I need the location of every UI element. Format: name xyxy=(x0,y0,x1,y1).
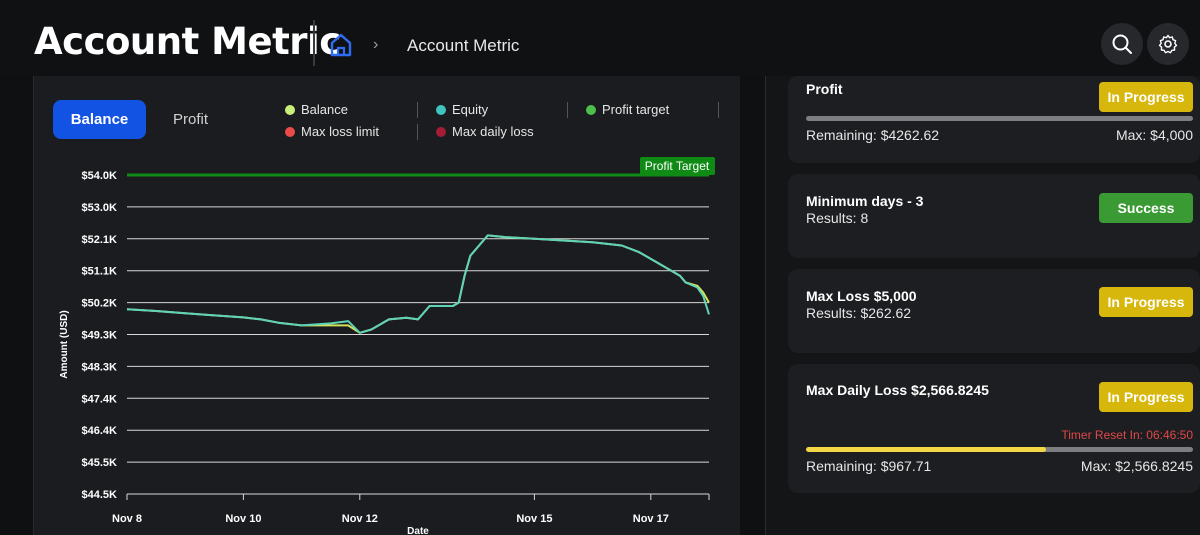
card-profit-title: Profit xyxy=(806,81,843,97)
x-tick-label: Nov 12 xyxy=(342,513,378,525)
card-profit-remaining: Remaining: $4262.62 xyxy=(806,127,940,143)
x-tick-label: Nov 17 xyxy=(633,513,669,525)
card-max-daily-loss-status-badge: In Progress xyxy=(1099,382,1193,412)
legend-separator xyxy=(417,124,418,140)
card-minimum-days-title: Minimum days - 3 xyxy=(806,193,924,209)
legend-max-daily-loss-dot xyxy=(436,126,446,137)
balance-chart: $44.5K $45.5K $46.4K $47.4K $48.3K $49.3K $50.… xyxy=(59,157,715,535)
x-axis-label: Date xyxy=(407,526,429,535)
header-divider xyxy=(313,20,315,66)
card-max-daily-loss-timer: Timer Reset In: 06:46:50 xyxy=(1061,428,1193,442)
card-profit-progress-bar xyxy=(806,116,1193,121)
card-profit-max: Max: $4,000 xyxy=(1115,127,1193,143)
legend-separator xyxy=(718,102,719,118)
y-tick-label: $51.1K xyxy=(82,266,118,278)
card-max-loss: Max Loss $5,000 Results: $262.62 In Prog… xyxy=(788,269,1200,353)
card-minimum-days: Minimum days - 3 Results: 8 Success xyxy=(788,174,1200,258)
series-line-equity xyxy=(126,234,710,334)
x-tick-label: Nov 8 xyxy=(112,513,142,525)
profit-target-annotation: Profit Target xyxy=(645,159,710,173)
y-tick-label: $46.4K xyxy=(82,425,118,437)
legend-equity-label: Equity xyxy=(452,102,489,117)
card-profit-status-badge: In Progress xyxy=(1099,82,1193,112)
card-minimum-days-status-badge: Success xyxy=(1099,193,1193,223)
search-icon xyxy=(1112,34,1132,54)
card-max-loss-status-badge: In Progress xyxy=(1099,287,1193,317)
settings-button[interactable] xyxy=(1147,23,1189,65)
legend-equity[interactable]: Equity xyxy=(436,102,488,117)
y-tick-label: $53.0K xyxy=(82,202,118,214)
legend-balance-label: Balance xyxy=(301,102,348,117)
page-header: Account Metric › Account Metric xyxy=(0,0,1200,76)
card-max-loss-results: Results: $262.62 xyxy=(806,305,912,321)
y-axis-label: Amount (USD) xyxy=(59,310,70,378)
search-button[interactable] xyxy=(1101,23,1143,65)
breadcrumb-current[interactable]: Account Metric xyxy=(407,36,520,55)
y-tick-label: $45.5K xyxy=(82,457,118,469)
chart-panel xyxy=(33,76,740,535)
home-icon[interactable] xyxy=(328,32,354,58)
legend-balance-dot xyxy=(285,104,295,115)
card-max-daily-loss-remaining: Remaining: $967.71 xyxy=(806,458,932,474)
y-tick-label: $50.2K xyxy=(82,298,118,310)
legend-profit-target-dot xyxy=(586,104,596,115)
card-max-daily-loss: Max Daily Loss $2,566.8245 In Progress T… xyxy=(788,364,1200,493)
legend-max-daily-loss-label: Max daily loss xyxy=(452,124,534,139)
legend-separator xyxy=(567,102,568,118)
legend-max-loss-limit-label: Max loss limit xyxy=(301,124,380,139)
chevron-right-icon: › xyxy=(373,36,379,53)
profit-target-annotation-box xyxy=(640,157,715,175)
y-tick-label: $44.5K xyxy=(82,489,118,501)
legend-profit-target-label: Profit target xyxy=(602,102,670,117)
card-max-daily-loss-max: Max: $2,566.8245 xyxy=(1080,458,1193,474)
x-tick-label: Nov 10 xyxy=(225,513,261,525)
legend-balance[interactable]: Balance xyxy=(285,102,348,117)
tab-balance[interactable]: Balance xyxy=(53,100,146,139)
legend-equity-dot xyxy=(436,104,446,115)
x-tick-label: Nov 15 xyxy=(516,513,552,525)
y-tick-label: $48.3K xyxy=(82,361,118,373)
y-tick-label: $54.0K xyxy=(82,170,118,182)
page-title: Account Metric xyxy=(34,20,341,63)
legend-max-loss-limit[interactable]: Max loss limit xyxy=(285,124,379,139)
tab-profit[interactable]: Profit xyxy=(173,111,209,128)
card-profit: Profit In Progress Remaining: $4262.62 M… xyxy=(788,76,1200,163)
card-minimum-days-results: Results: 8 xyxy=(806,210,869,226)
gear-icon xyxy=(1158,34,1178,54)
legend-max-loss-limit-dot xyxy=(285,126,295,137)
y-tick-label: $52.1K xyxy=(82,234,118,246)
legend-max-daily-loss[interactable]: Max daily loss xyxy=(436,124,534,139)
card-max-daily-loss-progress-bar xyxy=(806,447,1193,452)
legend-profit-target[interactable]: Profit target xyxy=(586,102,669,117)
legend-separator xyxy=(417,102,418,118)
card-max-daily-loss-title: Max Daily Loss $2,566.8245 xyxy=(806,382,989,398)
card-max-daily-loss-progress-fill xyxy=(806,447,1046,452)
y-tick-label: $47.4K xyxy=(82,393,118,405)
y-tick-label: $49.3K xyxy=(82,330,118,342)
card-max-loss-title: Max Loss $5,000 xyxy=(806,288,917,304)
